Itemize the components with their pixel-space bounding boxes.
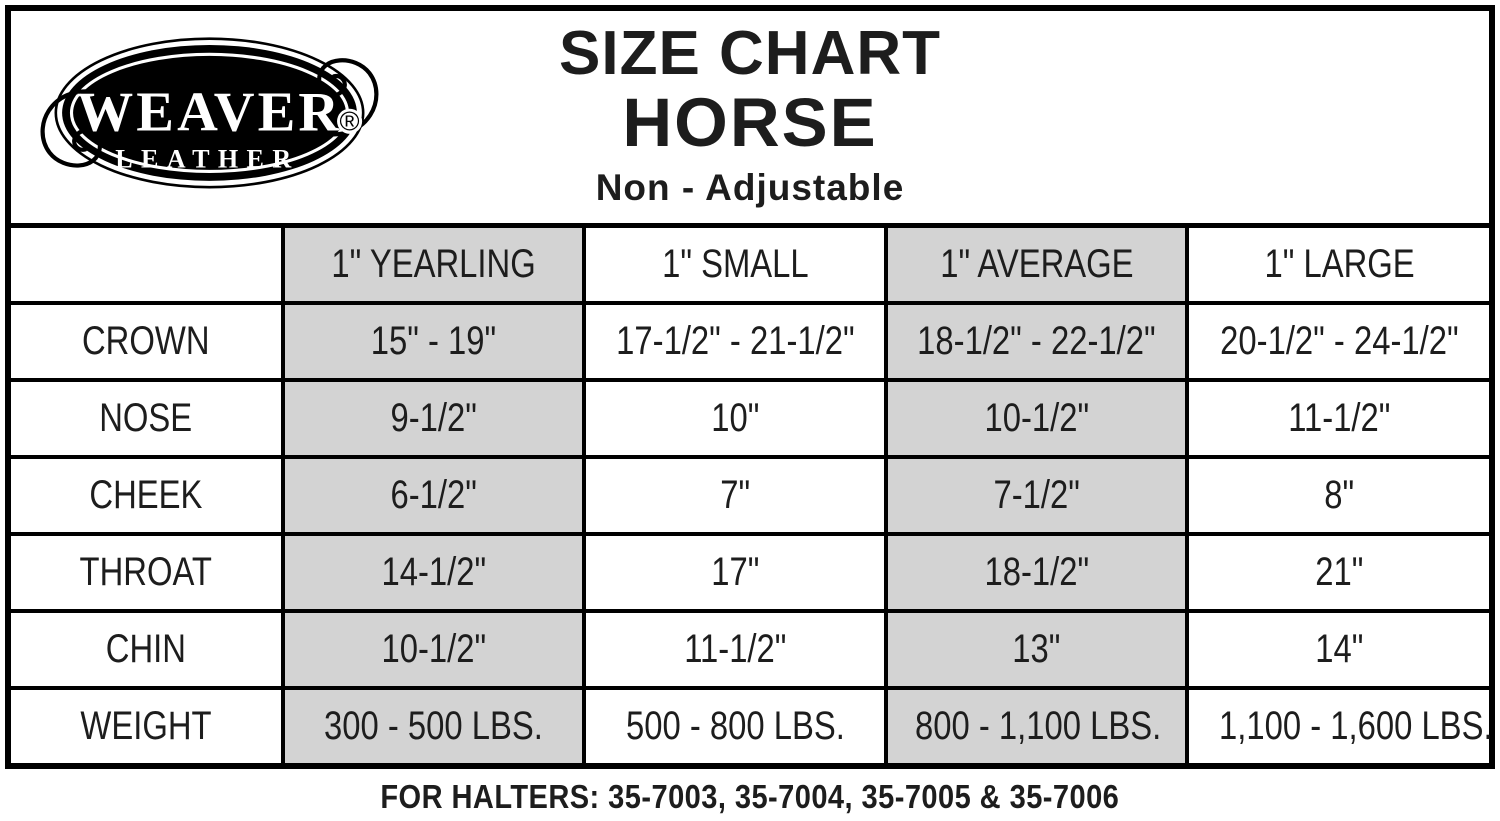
size-cell: 18-1/2" — [883, 532, 1190, 613]
logo-brand-text: WEAVER — [77, 82, 343, 144]
size-cell: 10-1/2" — [883, 378, 1190, 459]
weaver-leather-logo-graphic: WEAVER LEATHER ® — [37, 37, 382, 189]
row-label: NOSE — [99, 396, 193, 440]
size-value: 18-1/2" - 22-1/2" — [917, 319, 1156, 363]
table-row: CHIN 10-1/2" 11-1/2" 13" 14" — [9, 609, 1491, 690]
size-cell: 21" — [1185, 532, 1491, 613]
size-cell: 18-1/2" - 22-1/2" — [883, 301, 1190, 382]
size-cell: 11-1/2" — [1185, 378, 1491, 459]
size-cell: 9-1/2" — [280, 378, 587, 459]
row-label: WEIGHT — [80, 704, 212, 748]
size-chart-sheet: WEAVER LEATHER ® SIZE CHART HORSE Non - … — [5, 5, 1495, 769]
logo-sub-text: LEATHER — [115, 144, 299, 173]
size-cell: 13" — [883, 609, 1190, 690]
row-label-cheek: CHEEK — [9, 455, 285, 536]
size-value: 6-1/2" — [390, 473, 477, 517]
row-label: CHIN — [105, 627, 187, 671]
registered-mark-icon: ® — [340, 106, 360, 137]
size-value: 14-1/2" — [381, 550, 487, 594]
size-value: 9-1/2" — [390, 396, 477, 440]
size-cell: 1,100 - 1,600 LBS. — [1185, 686, 1493, 765]
table-row: THROAT 14-1/2" 17" 18-1/2" 21" — [9, 532, 1491, 613]
size-value: 20-1/2" - 24-1/2" — [1219, 319, 1459, 363]
size-cell: 20-1/2" - 24-1/2" — [1185, 301, 1491, 382]
column-header-large: 1" LARGE — [1185, 226, 1491, 305]
size-cell: 300 - 500 LBS. — [280, 686, 587, 765]
size-cell: 15" - 19" — [280, 301, 587, 382]
masthead: WEAVER LEATHER ® SIZE CHART HORSE Non - … — [11, 11, 1489, 228]
size-cell: 6-1/2" — [280, 455, 587, 536]
column-header-label: 1" SMALL — [661, 242, 809, 286]
chart-animal-title: HORSE — [622, 84, 878, 162]
size-value: 10-1/2" — [984, 396, 1090, 440]
row-label-nose: NOSE — [9, 378, 285, 459]
size-value: 8" — [1324, 473, 1355, 517]
size-cell: 10-1/2" — [280, 609, 587, 690]
column-header-label: 1" YEARLING — [331, 242, 536, 286]
size-value: 500 - 800 LBS. — [625, 704, 845, 748]
column-header-label: 1" LARGE — [1264, 242, 1415, 286]
title-block: SIZE CHART HORSE Non - Adjustable — [11, 11, 1489, 209]
table-row: NOSE 9-1/2" 10" 10-1/2" 11-1/2" — [9, 378, 1491, 459]
row-label-weight: WEIGHT — [9, 686, 285, 765]
size-cell: 7-1/2" — [883, 455, 1190, 536]
size-value: 15" - 19" — [370, 319, 497, 363]
row-label-chin: CHIN — [9, 609, 285, 690]
column-header-blank — [9, 226, 285, 305]
size-value: 7-1/2" — [993, 473, 1080, 517]
size-cell: 17" — [582, 532, 888, 613]
row-label-crown: CROWN — [9, 301, 285, 382]
size-value: 18-1/2" — [984, 550, 1090, 594]
size-value: 21" — [1315, 550, 1364, 594]
size-value: 11-1/2" — [1288, 396, 1391, 440]
size-value: 300 - 500 LBS. — [324, 704, 544, 748]
adjustability-note: Non - Adjustable — [595, 167, 905, 209]
halter-part-numbers: FOR HALTERS: 35-7003, 35-7004, 35-7005 &… — [380, 778, 1120, 815]
size-value: 11-1/2" — [684, 627, 787, 671]
size-cell: 11-1/2" — [582, 609, 888, 690]
size-cell: 17-1/2" - 21-1/2" — [582, 301, 888, 382]
row-label-throat: THROAT — [9, 532, 285, 613]
weaver-leather-logo: WEAVER LEATHER ® — [37, 29, 382, 201]
size-cell: 500 - 800 LBS. — [582, 686, 888, 765]
size-value: 13" — [1012, 627, 1061, 671]
size-value: 14" — [1315, 627, 1364, 671]
footer: FOR HALTERS: 35-7003, 35-7004, 35-7005 &… — [0, 778, 1500, 816]
size-value: 17" — [711, 550, 760, 594]
column-header-small: 1" SMALL — [582, 226, 888, 305]
size-cell: 8" — [1185, 455, 1491, 536]
row-label: THROAT — [79, 550, 213, 594]
chart-title: SIZE CHART — [559, 19, 941, 88]
table-row: WEIGHT 300 - 500 LBS. 500 - 800 LBS. 800… — [9, 686, 1493, 765]
column-header-label: 1" AVERAGE — [940, 242, 1134, 286]
column-header-yearling: 1" YEARLING — [280, 226, 587, 305]
table-row: CHEEK 6-1/2" 7" 7-1/2" 8" — [9, 455, 1491, 536]
size-value: 17-1/2" - 21-1/2" — [615, 319, 855, 363]
row-label: CHEEK — [89, 473, 203, 517]
size-value: 10-1/2" — [381, 627, 487, 671]
size-value: 1,100 - 1,600 LBS. — [1219, 704, 1493, 748]
registered-mark-backing — [337, 108, 363, 134]
size-cell: 7" — [582, 455, 888, 536]
size-table: 1" YEARLING 1" SMALL 1" AVERAGE 1" LARGE… — [9, 226, 1493, 765]
size-value: 7" — [720, 473, 751, 517]
size-cell: 800 - 1,100 LBS. — [883, 686, 1190, 765]
size-cell: 14-1/2" — [280, 532, 587, 613]
row-label: CROWN — [82, 319, 210, 363]
column-header-average: 1" AVERAGE — [883, 226, 1190, 305]
size-cell: 14" — [1185, 609, 1491, 690]
size-value: 800 - 1,100 LBS. — [914, 704, 1162, 748]
table-row: CROWN 15" - 19" 17-1/2" - 21-1/2" 18-1/2… — [9, 301, 1491, 382]
header-row: 1" YEARLING 1" SMALL 1" AVERAGE 1" LARGE — [9, 226, 1491, 305]
size-cell: 10" — [582, 378, 888, 459]
size-value: 10" — [711, 396, 760, 440]
